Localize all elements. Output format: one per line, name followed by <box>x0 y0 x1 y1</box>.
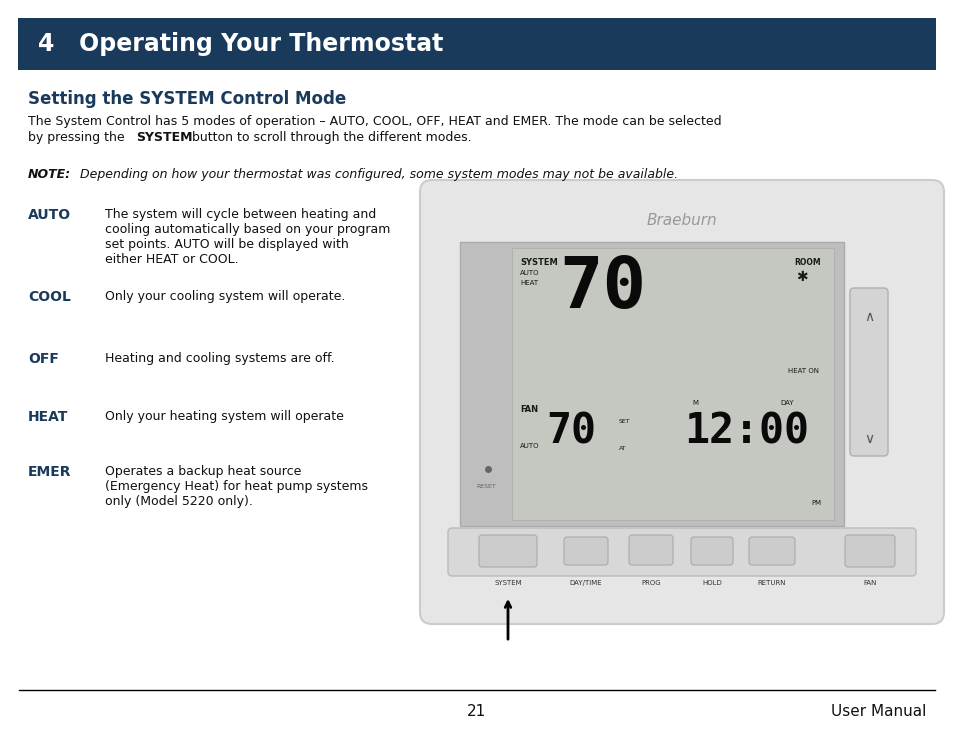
Text: M: M <box>691 400 698 406</box>
FancyBboxPatch shape <box>478 535 537 567</box>
Text: 4   Operating Your Thermostat: 4 Operating Your Thermostat <box>38 32 443 56</box>
Text: The System Control has 5 modes of operation – AUTO, COOL, OFF, HEAT and EMER. Th: The System Control has 5 modes of operat… <box>28 115 720 128</box>
Text: RESET: RESET <box>476 484 496 489</box>
Text: 12:00: 12:00 <box>683 411 808 453</box>
Text: Depending on how your thermostat was configured, some system modes may not be av: Depending on how your thermostat was con… <box>76 168 678 181</box>
Text: SYSTEM: SYSTEM <box>494 580 521 586</box>
FancyBboxPatch shape <box>844 535 894 567</box>
Text: ∨: ∨ <box>863 432 873 446</box>
Text: AT: AT <box>618 446 626 451</box>
Text: AUTO: AUTO <box>519 443 539 449</box>
FancyBboxPatch shape <box>419 180 943 624</box>
Text: FAN: FAN <box>519 405 537 415</box>
Text: PM: PM <box>811 500 821 506</box>
Text: PROG: PROG <box>640 580 660 586</box>
Text: COOL: COOL <box>28 290 71 304</box>
Text: HEAT ON: HEAT ON <box>787 368 818 374</box>
FancyBboxPatch shape <box>690 537 732 565</box>
Text: ✱: ✱ <box>796 270 807 284</box>
Text: AUTO: AUTO <box>28 208 71 222</box>
Text: EMER: EMER <box>28 465 71 479</box>
FancyBboxPatch shape <box>849 288 887 456</box>
FancyBboxPatch shape <box>628 535 672 565</box>
Text: 70: 70 <box>559 254 646 323</box>
Text: 21: 21 <box>467 705 486 720</box>
FancyBboxPatch shape <box>18 18 935 70</box>
Text: OFF: OFF <box>28 352 59 366</box>
Text: Setting the SYSTEM Control Mode: Setting the SYSTEM Control Mode <box>28 90 346 108</box>
Text: HEAT: HEAT <box>28 410 69 424</box>
Text: Heating and cooling systems are off.: Heating and cooling systems are off. <box>105 352 335 365</box>
Text: AUTO: AUTO <box>519 270 539 276</box>
Text: ∧: ∧ <box>863 310 873 324</box>
Text: 70: 70 <box>546 411 596 453</box>
FancyBboxPatch shape <box>748 537 794 565</box>
Text: DAY/TIME: DAY/TIME <box>569 580 601 586</box>
Text: HOLD: HOLD <box>701 580 721 586</box>
FancyBboxPatch shape <box>448 528 915 576</box>
FancyBboxPatch shape <box>512 248 833 520</box>
Text: Braeburn: Braeburn <box>646 213 717 227</box>
Text: Only your cooling system will operate.: Only your cooling system will operate. <box>105 290 345 303</box>
Text: button to scroll through the different modes.: button to scroll through the different m… <box>188 131 471 144</box>
Text: Only your heating system will operate: Only your heating system will operate <box>105 410 343 423</box>
Text: SET: SET <box>618 419 630 424</box>
Text: The system will cycle between heating and
cooling automatically based on your pr: The system will cycle between heating an… <box>105 208 390 266</box>
Text: User Manual: User Manual <box>830 705 925 720</box>
Text: SYSTEM: SYSTEM <box>136 131 193 144</box>
FancyBboxPatch shape <box>563 537 607 565</box>
Text: ROOM: ROOM <box>793 258 820 267</box>
Text: HEAT: HEAT <box>519 280 537 286</box>
Text: FAN: FAN <box>862 580 876 586</box>
Text: DAY: DAY <box>780 400 793 406</box>
FancyBboxPatch shape <box>459 242 843 526</box>
Text: by pressing the: by pressing the <box>28 131 129 144</box>
Text: SYSTEM: SYSTEM <box>519 258 558 267</box>
Text: Operates a backup heat source
(Emergency Heat) for heat pump systems
only (Model: Operates a backup heat source (Emergency… <box>105 465 368 508</box>
Text: NOTE:: NOTE: <box>28 168 71 181</box>
Text: RETURN: RETURN <box>757 580 785 586</box>
